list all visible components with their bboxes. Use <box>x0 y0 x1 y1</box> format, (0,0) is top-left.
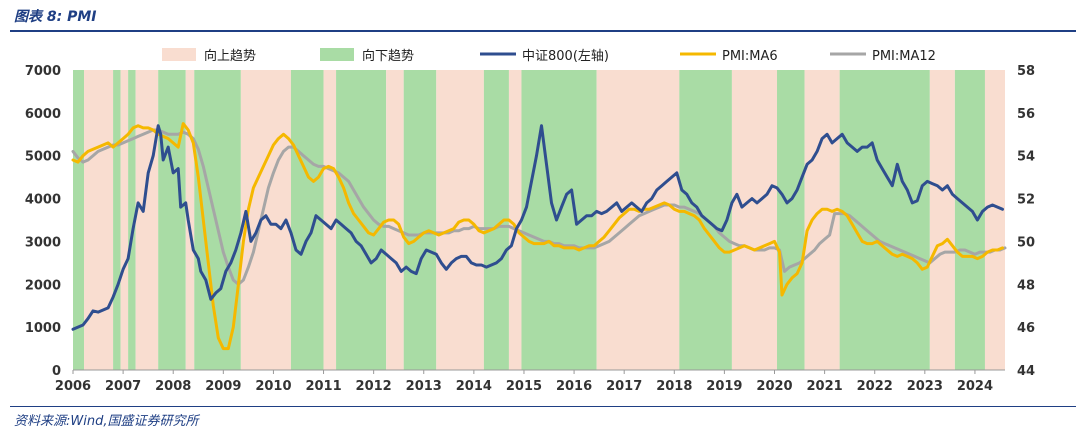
trend-region-14 <box>403 70 437 370</box>
trend-region-0 <box>73 70 85 370</box>
source-note: 资料来源:Wind,国盛证券研究所 <box>14 414 199 429</box>
x-tick-label-16: 2022 <box>857 379 893 394</box>
x-tick-label-0: 2006 <box>55 379 91 394</box>
x-tick-label-11: 2017 <box>606 379 642 394</box>
legend-swatch-0 <box>162 48 196 61</box>
x-tick-label-17: 2023 <box>907 379 943 394</box>
trend-region-5 <box>135 70 159 370</box>
y-left-tick-label-3: 3000 <box>25 235 61 250</box>
trend-region-2 <box>113 70 121 370</box>
axes: 2006 2007 2008 2009 2010 2011 2012 2013 2014 2015… <box>25 64 1035 394</box>
trend-regions <box>73 70 1005 370</box>
trend-region-1 <box>84 70 114 370</box>
trend-region-12 <box>336 70 387 370</box>
x-tick-label-4: 2010 <box>255 379 291 394</box>
series-line-1 <box>71 122 1004 351</box>
x-tick-label-9: 2015 <box>506 379 542 394</box>
x-tick-label-15: 2021 <box>807 379 843 394</box>
trend-region-17 <box>508 70 522 370</box>
y-left-tick-label-1: 1000 <box>25 321 61 336</box>
pmi-chart: 2006 2007 2008 2009 2010 2011 2012 2013 2014 2015… <box>25 48 1035 394</box>
x-tick-label-18: 2024 <box>957 379 993 394</box>
x-tick-label-6: 2012 <box>356 379 392 394</box>
trend-region-11 <box>323 70 337 370</box>
y-left-tick-label-4: 4000 <box>25 193 61 208</box>
x-tick-label-14: 2020 <box>756 379 792 394</box>
trend-region-4 <box>128 70 136 370</box>
x-tick-label-12: 2018 <box>656 379 692 394</box>
y-right-tick-label-4: 52 <box>1017 193 1035 208</box>
x-tick-label-10: 2016 <box>556 379 592 394</box>
legend-label-1: 向下趋势 <box>362 48 414 64</box>
legend-label-3: PMI:MA6 <box>722 49 778 64</box>
y-left-tick-label-6: 6000 <box>25 107 61 122</box>
figure-title: 图表 8: PMI <box>14 9 97 25</box>
legend: 向上趋势 向下趋势 中证800(左轴) PMI:MA6 PMI:MA12 <box>162 48 936 64</box>
y-left-tick-label-2: 2000 <box>25 278 61 293</box>
trend-region-7 <box>185 70 195 370</box>
x-tick-label-3: 2009 <box>205 379 241 394</box>
y-right-tick-label-2: 48 <box>1017 278 1035 293</box>
x-tick-label-7: 2013 <box>406 379 442 394</box>
trend-region-25 <box>929 70 955 370</box>
bottom-rule <box>10 406 1076 407</box>
trend-region-27 <box>984 70 1005 370</box>
y-right-tick-label-3: 50 <box>1017 235 1035 250</box>
series-lines <box>71 122 1007 351</box>
y-left-tick-label-0: 0 <box>52 364 61 379</box>
y-left-tick-label-5: 5000 <box>25 150 61 165</box>
legend-swatch-1 <box>320 48 354 61</box>
trend-region-6 <box>158 70 186 370</box>
x-tick-label-1: 2007 <box>105 379 141 394</box>
y-right-tick-label-0: 44 <box>1017 364 1035 379</box>
y-right-tick-label-6: 56 <box>1017 107 1035 122</box>
legend-label-4: PMI:MA12 <box>872 49 936 64</box>
series-line-0 <box>71 124 1004 331</box>
y-right-tick-label-5: 54 <box>1017 150 1035 165</box>
trend-region-26 <box>954 70 985 370</box>
trend-region-10 <box>290 70 324 370</box>
y-left-tick-label-7: 7000 <box>25 64 61 79</box>
y-right-tick-label-1: 46 <box>1017 321 1035 336</box>
x-tick-label-5: 2011 <box>305 379 341 394</box>
legend-label-0: 向上趋势 <box>204 48 256 64</box>
trend-region-22 <box>777 70 805 370</box>
trend-region-19 <box>596 70 680 370</box>
trend-region-3 <box>120 70 129 370</box>
trend-region-21 <box>731 70 778 370</box>
trend-region-9 <box>240 70 291 370</box>
trend-region-18 <box>521 70 597 370</box>
x-tick-label-2: 2008 <box>155 379 191 394</box>
x-tick-label-8: 2014 <box>456 379 492 394</box>
y-right-tick-label-7: 58 <box>1017 64 1035 79</box>
legend-label-2: 中证800(左轴) <box>522 49 609 64</box>
top-rule <box>10 30 1076 32</box>
x-tick-label-13: 2019 <box>706 379 742 394</box>
